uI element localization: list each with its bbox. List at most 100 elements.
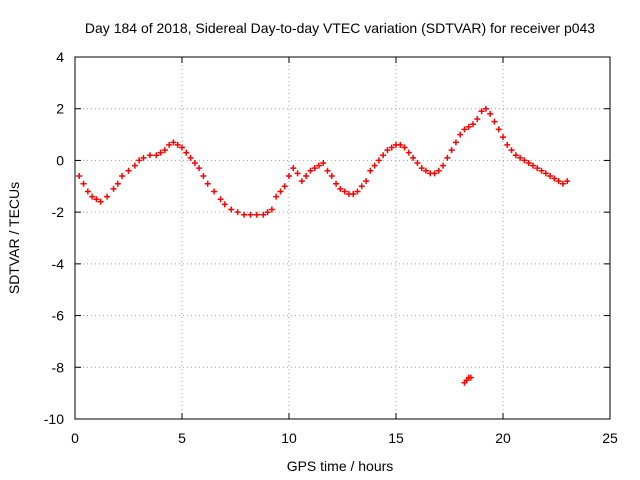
data-point: [324, 167, 331, 174]
data-point: [247, 211, 254, 218]
y-tick-label: -4: [52, 256, 65, 272]
data-point: [465, 123, 472, 130]
data-point: [140, 154, 147, 161]
data-points: [76, 105, 571, 386]
data-point: [551, 175, 558, 182]
data-point: [89, 193, 96, 200]
data-point: [440, 162, 447, 169]
data-point: [146, 152, 153, 159]
data-point: [264, 209, 271, 216]
data-point: [435, 167, 442, 174]
data-point: [333, 180, 340, 187]
data-point: [161, 147, 168, 154]
x-tick-label: 15: [388, 430, 404, 446]
data-point: [461, 126, 468, 133]
data-point: [311, 165, 318, 172]
data-point: [517, 154, 524, 161]
x-axis-label: GPS time / hours: [287, 458, 394, 474]
data-point: [529, 162, 536, 169]
data-point: [467, 374, 474, 381]
data-point: [131, 162, 138, 169]
chart-title: Day 184 of 2018, Sidereal Day-to-day VTE…: [85, 20, 595, 36]
data-point: [444, 154, 451, 161]
x-tick-label: 0: [71, 430, 79, 446]
data-point: [228, 206, 235, 213]
data-point: [538, 167, 545, 174]
data-point: [500, 134, 506, 141]
data-point: [354, 188, 361, 195]
data-point: [294, 170, 301, 177]
data-point: [104, 193, 111, 200]
data-point: [110, 185, 117, 192]
data-point: [474, 116, 481, 123]
data-point: [363, 178, 370, 185]
data-point: [482, 105, 489, 112]
data-point: [290, 165, 297, 172]
data-point: [281, 183, 288, 190]
data-point: [183, 149, 190, 156]
y-tick-label: -6: [52, 308, 65, 324]
data-point: [179, 144, 185, 151]
data-point: [371, 162, 378, 169]
data-point: [200, 172, 207, 179]
data-point: [555, 178, 562, 185]
data-point: [380, 152, 387, 159]
data-point: [241, 211, 248, 218]
data-point: [298, 178, 305, 185]
y-tick-label: 2: [56, 101, 64, 117]
data-point: [504, 141, 511, 148]
data-point: [273, 193, 280, 200]
data-point: [153, 152, 160, 159]
data-point: [76, 172, 83, 179]
data-point: [341, 188, 348, 195]
data-point: [260, 211, 267, 218]
data-point: [328, 172, 335, 179]
data-point: [166, 141, 173, 148]
data-point: [431, 170, 438, 177]
data-point: [337, 185, 344, 192]
data-point: [491, 118, 498, 125]
data-point: [170, 139, 177, 146]
data-point: [268, 206, 275, 213]
data-point: [375, 157, 382, 164]
data-point: [512, 152, 519, 159]
y-tick-label: -8: [52, 359, 65, 375]
data-point: [286, 172, 292, 179]
data-point: [320, 160, 327, 167]
data-point: [457, 131, 464, 138]
data-point: [204, 180, 211, 187]
data-point: [367, 167, 374, 174]
data-point: [487, 110, 494, 117]
data-point: [547, 172, 554, 179]
data-point: [418, 165, 425, 172]
data-point: [448, 147, 455, 154]
data-point: [534, 165, 541, 172]
data-point: [303, 172, 310, 179]
data-point: [97, 198, 104, 205]
data-point: [80, 180, 87, 187]
data-point: [397, 141, 404, 148]
data-point: [422, 167, 429, 174]
y-axis-label: SDTVAR / TECUs: [6, 182, 22, 294]
data-point: [307, 167, 314, 174]
data-point: [401, 144, 408, 151]
data-point: [217, 196, 224, 203]
y-tick-label: -2: [52, 204, 65, 220]
y-tick-label: 0: [56, 152, 64, 168]
data-point: [187, 154, 194, 161]
data-point: [388, 144, 395, 151]
plot-frame: [74, 56, 611, 420]
data-point: [525, 160, 532, 167]
data-point: [414, 160, 421, 167]
grid-lines: [75, 57, 610, 419]
data-point: [119, 172, 126, 179]
data-point: [277, 188, 284, 195]
data-point: [564, 178, 571, 185]
data-point: [521, 157, 528, 164]
y-tick-label: -10: [44, 411, 64, 427]
y-tick-label: 4: [56, 49, 64, 65]
y-axis-ticks: -10 -8 -6 -4 -2 0 2 4: [44, 49, 610, 427]
x-tick-label: 5: [178, 430, 186, 446]
x-tick-label: 20: [495, 430, 511, 446]
